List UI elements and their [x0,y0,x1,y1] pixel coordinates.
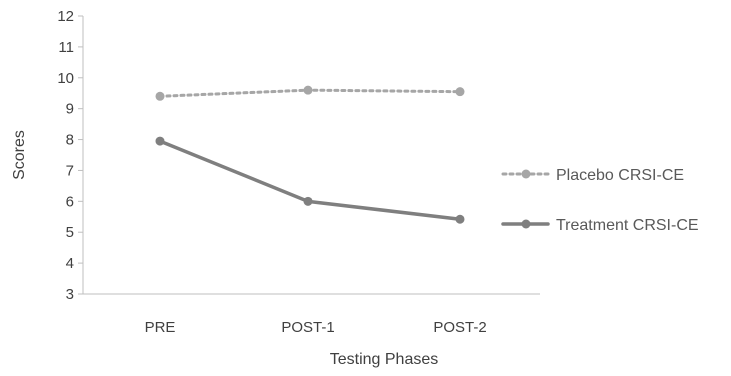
data-point [303,196,313,206]
y-tick-label: 11 [58,39,74,56]
legend-swatch-marker [521,169,531,179]
series-treatment [155,136,465,224]
x-tick-label: POST-2 [433,319,486,336]
series-line [158,139,462,221]
legend-item: Treatment CRSI-CE [501,217,699,234]
x-axis-title: Testing Phases [330,351,439,368]
y-tick-label: 5 [66,224,74,241]
y-tick-label: 6 [66,193,74,210]
y-tick-label: 7 [66,162,74,179]
data-point [455,214,465,224]
legend-swatch-marker [521,219,531,229]
legend-item: Placebo CRSI-CE [501,167,684,184]
y-tick-label: 3 [66,286,74,303]
x-axis: PRE POST-1 POST-2 [83,293,540,336]
y-tick-label: 8 [66,132,74,149]
y-tick-label: 12 [57,8,74,25]
y-tick-label: 10 [57,70,74,87]
data-point [303,85,313,95]
y-tick-label: 9 [66,101,74,118]
legend-label: Placebo CRSI-CE [556,167,684,184]
legend-label: Treatment CRSI-CE [556,217,699,234]
y-axis: 3 4 5 6 7 8 9 10 11 12 [57,8,84,303]
data-point [455,87,465,97]
x-tick-label: PRE [145,319,176,336]
x-tick-label: POST-1 [281,319,334,336]
legend: Placebo CRSI-CE Treatment CRSI-CE [501,167,699,234]
series-placebo [155,85,465,101]
y-tick-label: 4 [66,255,74,272]
y-axis-title: Scores [11,130,28,180]
data-point [155,136,165,146]
series-layer [155,85,465,224]
data-point [155,91,165,101]
